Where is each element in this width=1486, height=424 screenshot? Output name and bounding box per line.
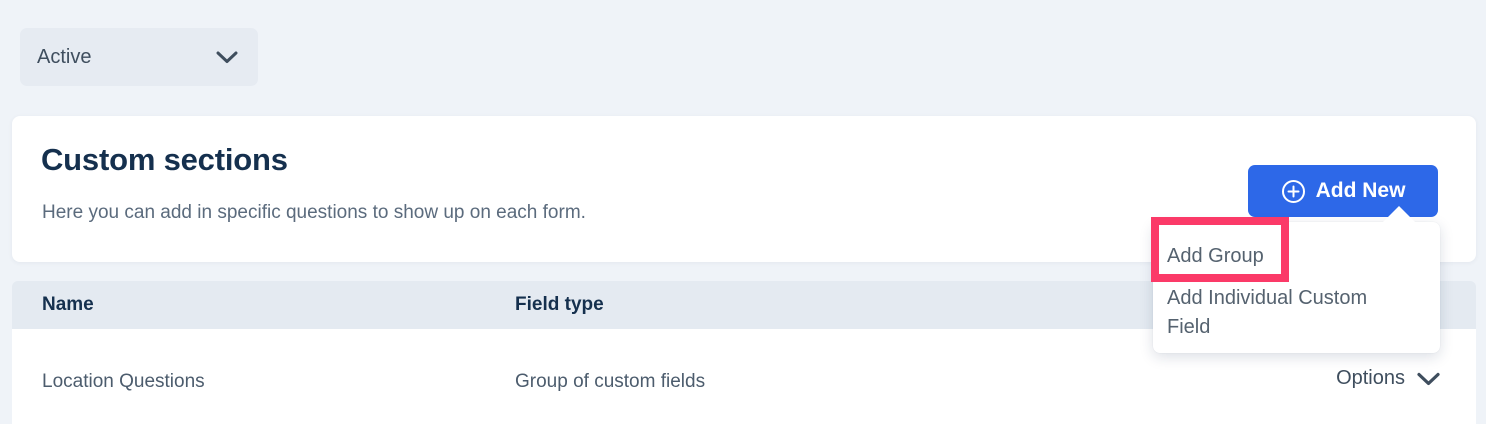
column-header-field-type: Field type: [515, 294, 604, 315]
chevron-down-icon: [216, 51, 238, 63]
chevron-down-icon: [1417, 372, 1440, 385]
add-new-label: Add New: [1315, 179, 1406, 202]
options-button[interactable]: Options: [1336, 367, 1440, 390]
page-title: Custom sections: [41, 142, 288, 177]
status-filter-dropdown[interactable]: Active: [20, 28, 258, 86]
plus-circle-icon: [1281, 179, 1305, 203]
row-field-type-cell: Group of custom fields: [515, 371, 706, 392]
options-label: Options: [1336, 367, 1405, 389]
menu-item-add-individual-custom-field[interactable]: Add Individual Custom Field: [1167, 287, 1368, 338]
row-name-cell: Location Questions: [42, 371, 205, 392]
custom-sections-card: Custom sections Here you can add in spec…: [12, 116, 1476, 262]
page-subtitle: Here you can add in specific questions t…: [42, 202, 586, 223]
column-header-name: Name: [42, 294, 94, 315]
add-new-button[interactable]: Add New: [1248, 165, 1438, 217]
add-new-dropdown-menu: Add Group Add Individual Custom Field: [1153, 206, 1440, 353]
status-filter-label: Active: [37, 45, 92, 68]
menu-item-add-group[interactable]: Add Group: [1167, 245, 1264, 267]
